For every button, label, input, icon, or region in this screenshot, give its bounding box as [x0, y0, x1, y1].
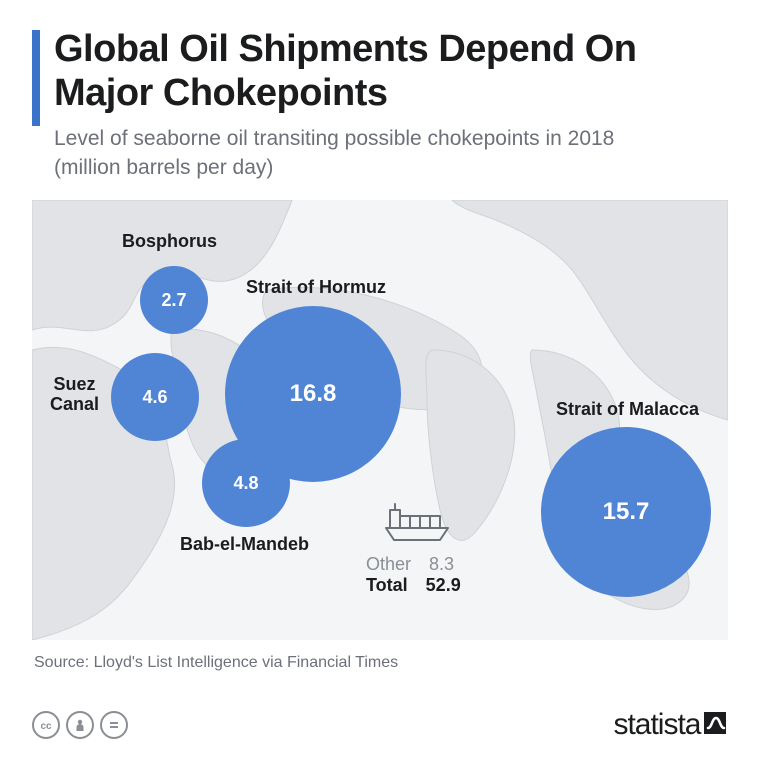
bubble-strait-of-malacca: 15.7 [541, 427, 711, 597]
bubble-map: 2.7Bosphorus16.8Strait of Hormuz4.6Suez … [32, 200, 728, 640]
source-text: Source: Lloyd's List Intelligence via Fi… [34, 654, 728, 672]
label-bab-el-mandeb: Bab-el-Mandeb [180, 535, 309, 555]
totals-box: Other 8.3 Total 52.9 [362, 548, 465, 602]
page-subtitle: Level of seaborne oil transiting possibl… [54, 125, 674, 182]
total-value: 52.9 [426, 575, 461, 596]
cc-icon-group: cc [32, 711, 128, 739]
bubble-suez-canal: 4.6 [111, 353, 199, 441]
brand-logo: statista [613, 708, 728, 742]
other-label: Other [366, 554, 411, 575]
bubble-bab-el-mandeb: 4.8 [202, 439, 290, 527]
label-strait-of-malacca: Strait of Malacca [556, 400, 699, 420]
accent-bar [32, 30, 40, 126]
cc-icon: cc [32, 711, 60, 739]
infographic-card: Global Oil Shipments Depend On Major Cho… [0, 0, 760, 760]
bubble-bosphorus: 2.7 [140, 266, 208, 334]
total-label: Total [366, 575, 408, 596]
svg-text:cc: cc [40, 721, 52, 732]
page-title: Global Oil Shipments Depend On Major Cho… [54, 28, 728, 115]
label-strait-of-hormuz: Strait of Hormuz [246, 278, 386, 298]
other-value: 8.3 [429, 554, 454, 575]
by-icon [66, 711, 94, 739]
label-suez-canal: Suez Canal [50, 375, 99, 415]
ship-icon [380, 498, 454, 547]
footer: cc statista [32, 708, 728, 742]
nd-icon [100, 711, 128, 739]
label-bosphorus: Bosphorus [122, 232, 217, 252]
